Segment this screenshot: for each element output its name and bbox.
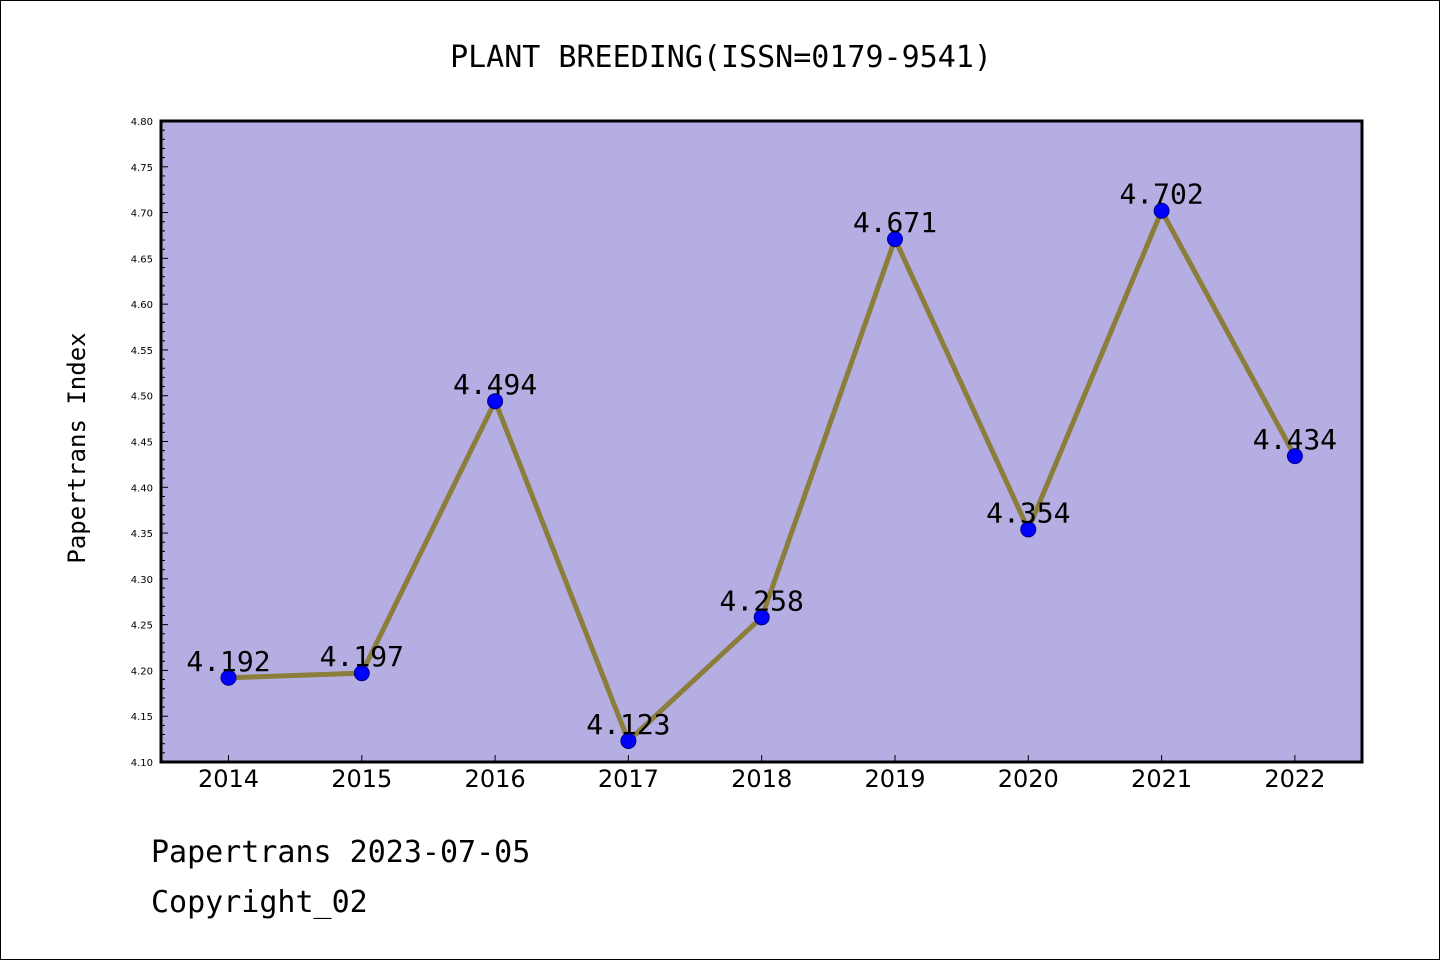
x-tick-label: 2022 — [1264, 765, 1325, 793]
data-label: 4.434 — [1253, 423, 1337, 456]
x-tick-label: 2019 — [864, 765, 925, 793]
data-point — [1020, 521, 1037, 538]
x-axis-tick-labels: 2014 2015 2016 2017 2018 2019 2020 2021 2022 — [198, 765, 1325, 793]
data-point — [753, 609, 770, 626]
data-markers — [220, 202, 1303, 749]
footer-copyright-line: Copyright_02 — [151, 885, 368, 920]
y-axis-ticks — [161, 120, 168, 763]
x-tick-label: 2014 — [198, 765, 259, 793]
data-point — [353, 665, 370, 682]
x-tick-label: 2015 — [331, 765, 392, 793]
y-tick-label: 4.45 — [131, 438, 153, 449]
y-tick-label: 4.15 — [131, 712, 153, 723]
data-label: 4.258 — [720, 584, 804, 617]
y-axis-label: Papertrans Index — [63, 332, 91, 563]
x-tick-label: 2020 — [998, 765, 1059, 793]
y-tick-label: 4.60 — [131, 300, 153, 311]
y-tick-label: 4.30 — [131, 575, 153, 586]
y-tick-label: 4.50 — [131, 392, 153, 403]
footer-date-line: Papertrans 2023-07-05 — [151, 835, 531, 870]
data-label: 4.192 — [186, 645, 270, 678]
data-point — [487, 393, 504, 410]
data-label: 4.494 — [453, 368, 537, 401]
y-tick-label: 4.75 — [131, 163, 153, 174]
data-label: 4.702 — [1119, 178, 1203, 211]
y-tick-label: 4.80 — [131, 117, 153, 128]
x-tick-label: 2016 — [465, 765, 526, 793]
data-point — [1153, 202, 1170, 219]
y-tick-label: 4.10 — [131, 758, 153, 769]
plot-area — [159, 119, 1364, 764]
data-point — [620, 732, 637, 749]
y-tick-label: 4.65 — [131, 254, 153, 265]
data-labels: 4.192 4.197 4.494 4.123 4.258 4.671 4.354 4.702… — [186, 178, 1337, 741]
y-axis-tick-labels: 4.10 4.15 4.20 4.25 4.30 4.35 4.40 4.45 4.50 4.55… — [131, 117, 153, 769]
y-tick-label: 4.35 — [131, 529, 153, 540]
data-label: 4.123 — [586, 708, 670, 741]
data-point — [1286, 448, 1303, 465]
x-tick-label: 2021 — [1131, 765, 1192, 793]
x-tick-label: 2018 — [731, 765, 792, 793]
chart-title: PLANT BREEDING(ISSN=0179-9541) — [450, 40, 992, 75]
y-tick-label: 4.40 — [131, 483, 153, 494]
x-axis-ticks — [228, 755, 1296, 762]
y-tick-label: 4.70 — [131, 209, 153, 220]
x-tick-label: 2017 — [598, 765, 659, 793]
y-tick-label: 4.25 — [131, 621, 153, 632]
data-point — [220, 669, 237, 686]
data-label: 4.671 — [853, 206, 937, 239]
y-tick-label: 4.55 — [131, 346, 153, 357]
data-label: 4.354 — [986, 496, 1070, 529]
data-point — [887, 231, 903, 248]
data-label: 4.197 — [320, 640, 404, 673]
y-tick-label: 4.20 — [131, 666, 153, 677]
